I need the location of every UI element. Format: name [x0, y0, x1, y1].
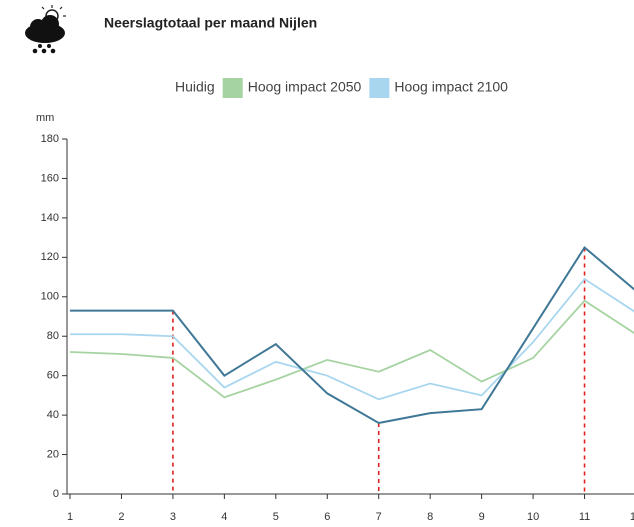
- x-tick-label: 4: [221, 511, 227, 523]
- legend-label: Hoog impact 2100: [394, 79, 508, 95]
- x-tick-label: 12: [630, 511, 634, 523]
- y-tick-label: 80: [47, 330, 59, 342]
- x-tick-label: 10: [527, 511, 539, 523]
- x-tick-label: 6: [324, 511, 330, 523]
- legend-label: Huidig: [175, 79, 215, 95]
- y-tick-label: 40: [47, 409, 59, 421]
- legend-swatch: [369, 78, 390, 98]
- y-tick-label: 160: [41, 172, 59, 184]
- y-tick-label: 180: [41, 133, 59, 145]
- x-tick-label: 8: [427, 511, 433, 523]
- series-line: [69, 299, 634, 399]
- x-tick-label: 5: [273, 511, 279, 523]
- y-axis-label: mm: [36, 112, 54, 124]
- legend-label: Hoog impact 2050: [248, 79, 362, 95]
- y-tick-label: 60: [47, 370, 59, 382]
- x-tick-label: 7: [376, 511, 382, 523]
- weather-icon: [25, 5, 66, 54]
- series-line: [70, 277, 634, 401]
- y-tick-label: 140: [41, 212, 59, 224]
- legend-swatch: [222, 78, 243, 98]
- chart-title: Neerslagtotaal per maand Nijlen: [104, 15, 317, 31]
- x-tick-label: 9: [479, 511, 485, 523]
- y-tick-label: 100: [41, 291, 59, 303]
- x-tick-label: 11: [579, 511, 590, 523]
- series-line: [70, 245, 634, 425]
- y-tick-label: 120: [41, 251, 59, 263]
- x-tick-label: 3: [170, 511, 176, 523]
- x-tick-label: 1: [67, 511, 73, 523]
- y-tick-label: 0: [53, 488, 59, 500]
- y-tick-label: 20: [47, 448, 59, 460]
- x-tick-label: 2: [118, 511, 124, 523]
